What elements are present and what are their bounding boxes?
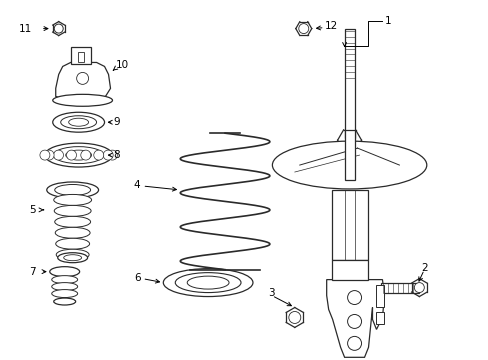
Ellipse shape: [50, 267, 80, 276]
Ellipse shape: [163, 269, 252, 297]
Circle shape: [298, 24, 308, 33]
Text: 8: 8: [113, 150, 120, 160]
Text: 4: 4: [134, 180, 140, 190]
Text: 7: 7: [29, 267, 36, 276]
Ellipse shape: [175, 273, 241, 293]
Ellipse shape: [47, 182, 99, 198]
Circle shape: [54, 150, 63, 160]
Circle shape: [347, 315, 361, 328]
Text: 2: 2: [421, 263, 427, 273]
Polygon shape: [56, 62, 110, 100]
Text: 1: 1: [384, 15, 390, 26]
Circle shape: [66, 150, 76, 160]
Ellipse shape: [54, 298, 76, 305]
Circle shape: [103, 150, 113, 160]
Ellipse shape: [55, 216, 90, 227]
Ellipse shape: [56, 249, 89, 260]
Circle shape: [288, 311, 300, 323]
Circle shape: [40, 150, 50, 160]
Text: 12: 12: [324, 21, 337, 31]
Ellipse shape: [56, 238, 89, 249]
Bar: [331, 260, 367, 280]
Bar: [331, 190, 367, 260]
Ellipse shape: [55, 184, 90, 195]
Circle shape: [94, 150, 103, 160]
Bar: [344, 130, 354, 180]
Ellipse shape: [54, 147, 103, 163]
Ellipse shape: [53, 94, 112, 106]
Text: 9: 9: [113, 117, 120, 127]
Ellipse shape: [45, 143, 112, 167]
Text: 3: 3: [267, 288, 274, 298]
Polygon shape: [326, 280, 384, 357]
Text: 5: 5: [29, 205, 36, 215]
Ellipse shape: [52, 276, 78, 284]
Bar: [381, 283, 419, 293]
Ellipse shape: [54, 194, 91, 206]
Circle shape: [81, 150, 91, 160]
Circle shape: [413, 283, 424, 293]
Ellipse shape: [68, 118, 88, 126]
Ellipse shape: [65, 150, 91, 160]
Circle shape: [77, 72, 88, 84]
Bar: [344, 28, 354, 138]
Ellipse shape: [187, 276, 228, 289]
Text: 11: 11: [19, 24, 32, 33]
Ellipse shape: [52, 289, 78, 298]
Bar: [78, 53, 83, 62]
Ellipse shape: [58, 253, 87, 263]
Circle shape: [347, 336, 361, 350]
Text: 10: 10: [115, 60, 128, 71]
Ellipse shape: [53, 112, 104, 132]
Circle shape: [44, 150, 54, 160]
Bar: [71, 46, 90, 64]
Ellipse shape: [63, 255, 81, 261]
Circle shape: [54, 24, 63, 33]
Text: 6: 6: [134, 273, 140, 283]
Circle shape: [347, 291, 361, 305]
Ellipse shape: [54, 206, 91, 216]
Bar: [376, 285, 384, 306]
Ellipse shape: [55, 227, 90, 238]
Circle shape: [107, 150, 117, 160]
Bar: [376, 312, 384, 324]
Ellipse shape: [61, 116, 96, 129]
Ellipse shape: [52, 283, 78, 291]
Ellipse shape: [272, 141, 426, 189]
